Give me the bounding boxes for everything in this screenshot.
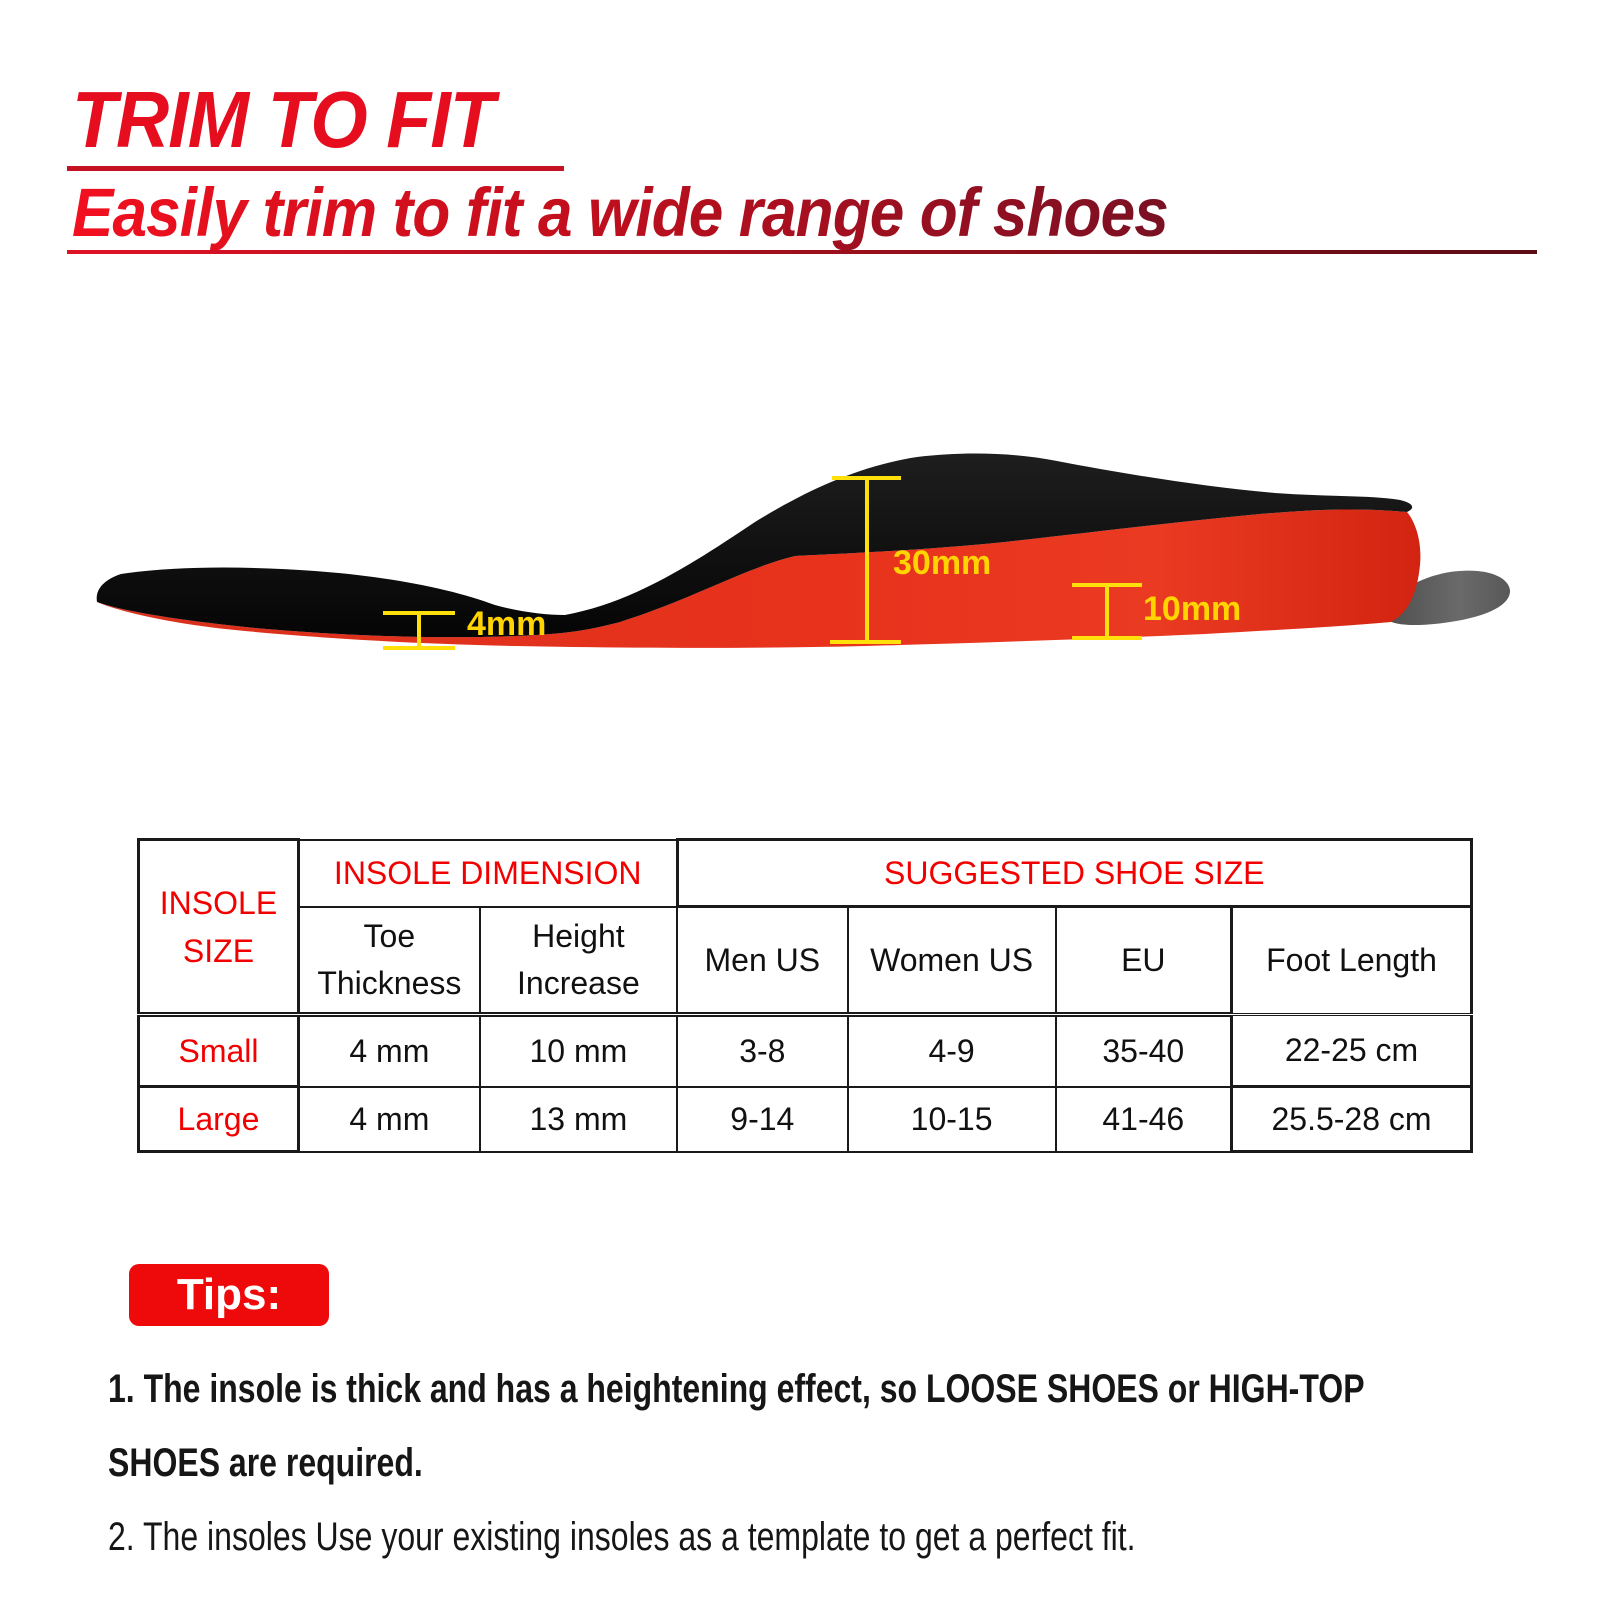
subtitle-underline — [67, 250, 1537, 254]
dimension-marker-toe — [383, 611, 455, 650]
tips-list: 1. The insole is thick and has a heighte… — [108, 1352, 1365, 1574]
col-header-eu: EU — [1054, 905, 1233, 1017]
dimension-marker-heel-total — [830, 476, 901, 644]
col-header-toe-thickness: Toe Thickness — [297, 905, 481, 1017]
small-height-increase: 10 mm — [478, 1013, 679, 1088]
large-height-increase: 13 mm — [478, 1085, 679, 1153]
heel-lift-label: 10mm — [1143, 590, 1241, 628]
size-label-small: Small — [137, 1013, 300, 1088]
insole-base-layer — [97, 509, 1421, 648]
large-toe-thickness: 4 mm — [297, 1085, 481, 1153]
small-men-us: 3-8 — [676, 1013, 849, 1088]
large-eu: 41-46 — [1054, 1085, 1233, 1153]
small-women-us: 4-9 — [846, 1013, 1057, 1088]
small-foot-length: 22-25 cm — [1230, 1013, 1473, 1088]
col-header-height-increase: Height Increase — [478, 905, 679, 1017]
title-underline — [67, 166, 564, 171]
page-title: TRIM TO FIT — [72, 75, 495, 164]
insole-diagram: 4mm 30mm 10mm — [95, 450, 1515, 750]
size-label-large: Large — [137, 1085, 300, 1153]
toe-thickness-label: 4mm — [467, 605, 546, 643]
heel-total-height-label: 30mm — [893, 544, 991, 582]
size-chart-table: INSOLE SIZE INSOLE DIMENSION SUGGESTED S… — [137, 838, 1474, 1153]
dimension-marker-heel-lift — [1072, 583, 1142, 640]
tip-1-line-2: SHOES are required. — [108, 1441, 423, 1485]
large-women-us: 10-15 — [846, 1085, 1057, 1153]
small-eu: 35-40 — [1054, 1013, 1233, 1088]
col-header-foot-length: Foot Length — [1230, 905, 1473, 1016]
group-header-insole-dimension: INSOLE DIMENSION — [297, 838, 679, 908]
large-men-us: 9-14 — [676, 1085, 849, 1153]
col-header-men-us: Men US — [676, 905, 849, 1017]
group-header-suggested-shoe-size: SUGGESTED SHOE SIZE — [675, 838, 1474, 908]
tip-2: 2. The insoles Use your existing insoles… — [108, 1515, 1136, 1559]
page-subtitle: Easily trim to fit a wide range of shoes — [72, 174, 1169, 251]
tips-badge: Tips: — [129, 1264, 329, 1326]
col-header-women-us: Women US — [846, 905, 1057, 1017]
table-row-large: Large 4 mm 13 mm 9-14 10-15 41-46 25.5-2… — [137, 1085, 1473, 1153]
insole-side-view: 4mm 30mm 10mm — [96, 453, 1511, 650]
corner-header-insole-size: INSOLE SIZE — [137, 838, 300, 1017]
insole-top-layer — [96, 453, 1413, 638]
tip-1-line-1: 1. The insole is thick and has a heighte… — [108, 1367, 1365, 1411]
table-row-small: Small 4 mm 10 mm 3-8 4-9 35-40 22-25 cm — [137, 1013, 1473, 1088]
small-toe-thickness: 4 mm — [297, 1013, 481, 1088]
large-foot-length: 25.5-28 cm — [1230, 1085, 1473, 1153]
